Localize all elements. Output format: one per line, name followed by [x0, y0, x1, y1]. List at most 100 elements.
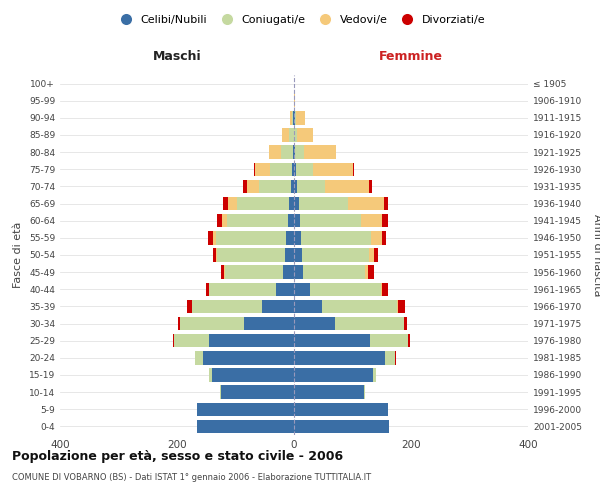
Bar: [294, 180, 297, 193]
Bar: [209, 334, 294, 347]
Bar: [173, 334, 174, 347]
Bar: [370, 334, 408, 347]
Bar: [217, 214, 222, 228]
Bar: [353, 162, 354, 176]
Bar: [277, 282, 294, 296]
Bar: [223, 197, 228, 210]
Bar: [221, 266, 224, 279]
Bar: [382, 282, 388, 296]
Bar: [174, 334, 209, 347]
Bar: [212, 231, 215, 244]
Bar: [325, 180, 369, 193]
Bar: [383, 197, 388, 210]
Legend: Celibi/Nubili, Coniugati/e, Vedovi/e, Divorziati/e: Celibi/Nubili, Coniugati/e, Vedovi/e, Di…: [110, 10, 490, 29]
Y-axis label: Fasce di età: Fasce di età: [13, 222, 23, 288]
Bar: [289, 197, 294, 210]
Bar: [299, 197, 349, 210]
Bar: [203, 351, 294, 364]
Bar: [385, 351, 395, 364]
Bar: [294, 162, 296, 176]
Y-axis label: Anni di nascita: Anni di nascita: [592, 214, 600, 296]
Bar: [294, 266, 304, 279]
Bar: [382, 214, 388, 228]
Bar: [380, 282, 382, 296]
Text: COMUNE DI VOBARNO (BS) - Dati ISTAT 1° gennaio 2006 - Elaborazione TUTTITALIA.IT: COMUNE DI VOBARNO (BS) - Dati ISTAT 1° g…: [12, 472, 371, 482]
Bar: [294, 317, 335, 330]
Bar: [259, 180, 291, 193]
Bar: [294, 128, 297, 141]
Bar: [209, 282, 277, 296]
Bar: [369, 180, 372, 193]
Bar: [292, 162, 294, 176]
Bar: [373, 368, 376, 382]
Bar: [364, 386, 365, 399]
Bar: [382, 231, 386, 244]
Bar: [371, 231, 382, 244]
Bar: [289, 128, 294, 141]
Bar: [294, 420, 389, 433]
Bar: [370, 248, 374, 262]
Bar: [212, 368, 294, 382]
Bar: [208, 231, 212, 244]
Bar: [270, 162, 292, 176]
Bar: [262, 300, 294, 313]
Text: Femmine: Femmine: [379, 50, 443, 63]
Text: Maschi: Maschi: [152, 50, 202, 63]
Bar: [286, 231, 294, 244]
Bar: [254, 162, 256, 176]
Bar: [301, 231, 371, 244]
Bar: [398, 300, 404, 313]
Bar: [368, 266, 374, 279]
Bar: [302, 248, 370, 262]
Bar: [295, 146, 304, 159]
Bar: [197, 402, 294, 416]
Bar: [294, 214, 300, 228]
Bar: [294, 351, 385, 364]
Bar: [206, 282, 209, 296]
Bar: [283, 266, 294, 279]
Bar: [374, 248, 377, 262]
Bar: [244, 317, 294, 330]
Bar: [294, 334, 370, 347]
Bar: [288, 214, 294, 228]
Bar: [212, 248, 215, 262]
Bar: [404, 317, 407, 330]
Bar: [224, 266, 225, 279]
Bar: [215, 231, 286, 244]
Bar: [194, 351, 203, 364]
Bar: [178, 317, 180, 330]
Bar: [294, 282, 310, 296]
Bar: [294, 197, 299, 210]
Bar: [296, 162, 313, 176]
Bar: [349, 197, 383, 210]
Bar: [228, 197, 236, 210]
Bar: [365, 266, 368, 279]
Bar: [294, 94, 295, 108]
Bar: [215, 248, 217, 262]
Bar: [225, 266, 283, 279]
Bar: [221, 386, 294, 399]
Bar: [304, 266, 365, 279]
Bar: [209, 368, 212, 382]
Bar: [322, 300, 397, 313]
Bar: [247, 180, 259, 193]
Bar: [217, 248, 284, 262]
Bar: [269, 146, 281, 159]
Bar: [197, 420, 294, 433]
Bar: [294, 386, 364, 399]
Bar: [300, 214, 361, 228]
Bar: [220, 386, 221, 399]
Bar: [180, 317, 244, 330]
Bar: [294, 368, 373, 382]
Bar: [294, 248, 302, 262]
Bar: [283, 128, 289, 141]
Bar: [295, 111, 296, 124]
Bar: [227, 214, 288, 228]
Bar: [304, 146, 336, 159]
Bar: [187, 300, 191, 313]
Bar: [236, 197, 289, 210]
Bar: [284, 248, 294, 262]
Bar: [296, 111, 305, 124]
Bar: [310, 282, 380, 296]
Bar: [281, 146, 293, 159]
